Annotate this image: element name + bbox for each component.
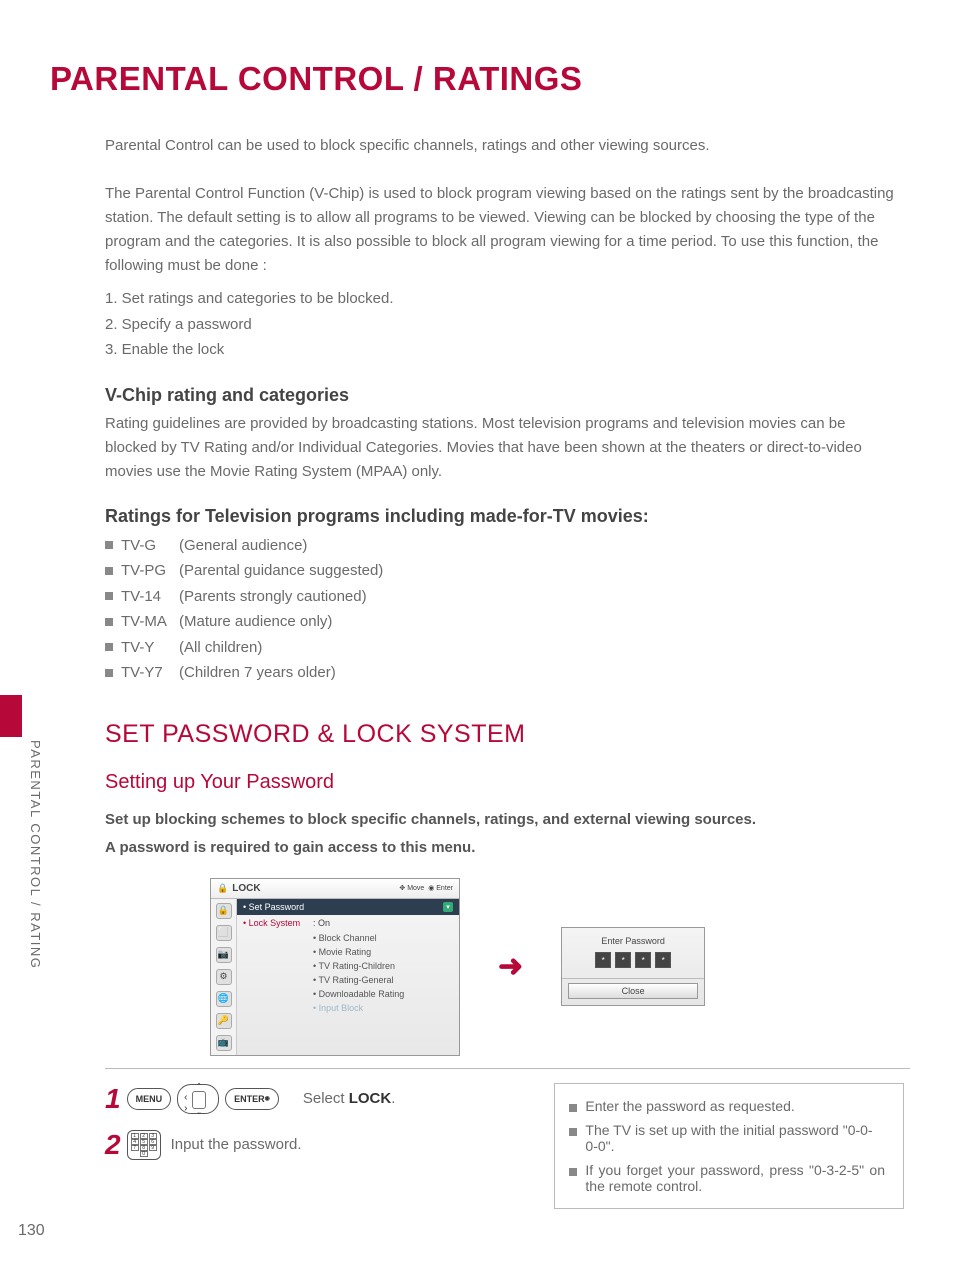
lock-icon: 🔒: [217, 883, 228, 894]
rating-code: TV-Y7: [121, 660, 179, 686]
rating-desc: (Children 7 years older): [179, 660, 336, 686]
section-title: SET PASSWORD & LOCK SYSTEM: [105, 720, 904, 749]
sidebar-icon: ⬜: [216, 925, 232, 941]
sidebar-icon: 📷: [216, 947, 232, 963]
bullet-icon: [105, 541, 113, 549]
vchip-body: Rating guidelines are provided by broadc…: [105, 412, 894, 484]
list-item: 1. Set ratings and categories to be bloc…: [105, 286, 904, 312]
sub-body-1: Set up blocking schemes to block specifi…: [105, 808, 894, 832]
step-1: 1 MENU ⌃⌄ ENTER◉ Select LOCK.: [105, 1083, 534, 1115]
enter-button-icon: ENTER◉: [225, 1088, 279, 1110]
step-2: 2 123 456 789 0 Input the password.: [105, 1129, 534, 1161]
lock-sub-item: • Downloadable Rating: [237, 987, 459, 1001]
bullet-icon: [569, 1104, 577, 1112]
rating-desc: (Parental guidance suggested): [179, 558, 383, 584]
lock-hints: ✥ Move ◉ Enter: [399, 884, 453, 892]
menu-button-icon: MENU: [127, 1088, 172, 1110]
list-item: 3. Enable the lock: [105, 337, 904, 363]
password-dialog-screenshot: Enter Password * * * * Close: [561, 927, 705, 1006]
rating-row: TV-G(General audience): [105, 533, 904, 559]
bullet-icon: [105, 567, 113, 575]
rating-row: TV-PG(Parental guidance suggested): [105, 558, 904, 584]
numbered-list: 1. Set ratings and categories to be bloc…: [105, 286, 904, 363]
subsection-title: Setting up Your Password: [105, 771, 904, 794]
tips-box: Enter the password as requested. The TV …: [554, 1083, 904, 1209]
arrow-icon: ➜: [498, 949, 523, 984]
tip-text: The TV is set up with the initial passwo…: [585, 1122, 885, 1154]
dpad-icon: ⌃⌄: [177, 1084, 219, 1114]
lock-sub-item: • TV Rating-General: [237, 973, 459, 987]
rating-code: TV-G: [121, 533, 179, 559]
close-button: Close: [568, 983, 698, 999]
sidebar-icon: 🔒: [216, 903, 232, 919]
list-item: 2. Specify a password: [105, 312, 904, 338]
rating-desc: (Parents strongly cautioned): [179, 584, 367, 610]
divider: [105, 1068, 910, 1069]
password-title: Enter Password: [568, 936, 698, 946]
tip-row: Enter the password as requested.: [569, 1098, 885, 1114]
sidebar-icon: 🔑: [216, 1013, 232, 1029]
lock-sub-item: • Block Channel: [237, 931, 459, 945]
lock-sub-item-cut: • Input Block: [237, 1001, 459, 1015]
bullet-icon: [105, 592, 113, 600]
divider: [562, 978, 704, 979]
rating-code: TV-MA: [121, 609, 179, 635]
numpad-icon: 123 456 789 0: [127, 1130, 161, 1160]
step-text: Select LOCK.: [303, 1090, 396, 1107]
step-text: Input the password.: [171, 1136, 302, 1153]
rating-row: TV-MA(Mature audience only): [105, 609, 904, 635]
sidebar-icon: ⚙: [216, 969, 232, 985]
bullet-icon: [569, 1128, 577, 1136]
rating-row: TV-Y(All children): [105, 635, 904, 661]
steps-column: 1 MENU ⌃⌄ ENTER◉ Select LOCK. 2 123 456 …: [105, 1083, 534, 1175]
tip-row: If you forget your password, press "0-3-…: [569, 1162, 885, 1194]
bullet-icon: [569, 1168, 577, 1176]
sub-body-2: A password is required to gain access to…: [105, 836, 894, 860]
vchip-heading: V-Chip rating and categories: [105, 385, 904, 406]
intro-paragraph-1: Parental Control can be used to block sp…: [105, 134, 894, 158]
step-number: 2: [105, 1129, 121, 1161]
bullet-icon: [105, 669, 113, 677]
lock-sub-item: • Movie Rating: [237, 945, 459, 959]
page-title: PARENTAL CONTROL / RATINGS: [50, 60, 904, 98]
rating-code: TV-Y: [121, 635, 179, 661]
tip-row: The TV is set up with the initial passwo…: [569, 1122, 885, 1154]
lock-menu-screenshot: 🔒LOCK ✥ Move ◉ Enter 🔒 ⬜ 📷 ⚙ 🌐 🔑 📺 • Set…: [210, 878, 460, 1056]
page-number: 130: [18, 1222, 45, 1240]
side-section-label: PARENTAL CONTROL / RATING: [28, 740, 43, 969]
lock-header: 🔒 LOCK ✥ Move ◉ Enter: [211, 879, 459, 899]
rating-code: TV-14: [121, 584, 179, 610]
pw-box: *: [595, 952, 611, 968]
enter-icon: ▾: [443, 902, 453, 912]
step-number: 1: [105, 1083, 121, 1115]
lock-item-selected: • Set Password▾: [237, 899, 459, 915]
lock-title: LOCK: [232, 883, 260, 894]
lock-sub-item: • TV Rating-Children: [237, 959, 459, 973]
lock-menu-list: • Set Password▾ • Lock System: On • Bloc…: [237, 899, 459, 1055]
pw-box: *: [615, 952, 631, 968]
tvratings-list: TV-G(General audience) TV-PG(Parental gu…: [105, 533, 904, 686]
rating-desc: (General audience): [179, 533, 307, 559]
tip-text: If you forget your password, press "0-3-…: [585, 1162, 885, 1194]
intro-paragraph-2: The Parental Control Function (V-Chip) i…: [105, 182, 894, 278]
password-boxes: * * * *: [568, 952, 698, 968]
rating-row: TV-Y7(Children 7 years older): [105, 660, 904, 686]
bullet-icon: [105, 643, 113, 651]
lock-sidebar-icons: 🔒 ⬜ 📷 ⚙ 🌐 🔑 📺: [211, 899, 237, 1055]
screenshot-row: 🔒LOCK ✥ Move ◉ Enter 🔒 ⬜ 📷 ⚙ 🌐 🔑 📺 • Set…: [210, 878, 904, 1056]
bullet-icon: [105, 618, 113, 626]
sidebar-icon: 📺: [216, 1035, 232, 1051]
tip-text: Enter the password as requested.: [585, 1098, 794, 1114]
rating-desc: (All children): [179, 635, 262, 661]
sidebar-icon: 🌐: [216, 991, 232, 1007]
side-accent-tab: [0, 695, 22, 737]
bottom-row: 1 MENU ⌃⌄ ENTER◉ Select LOCK. 2 123 456 …: [105, 1083, 904, 1209]
rating-desc: (Mature audience only): [179, 609, 332, 635]
rating-row: TV-14(Parents strongly cautioned): [105, 584, 904, 610]
rating-code: TV-PG: [121, 558, 179, 584]
tvratings-heading: Ratings for Television programs includin…: [105, 506, 904, 527]
lock-item: • Lock System: On: [237, 915, 459, 931]
pw-box: *: [635, 952, 651, 968]
pw-box: *: [655, 952, 671, 968]
